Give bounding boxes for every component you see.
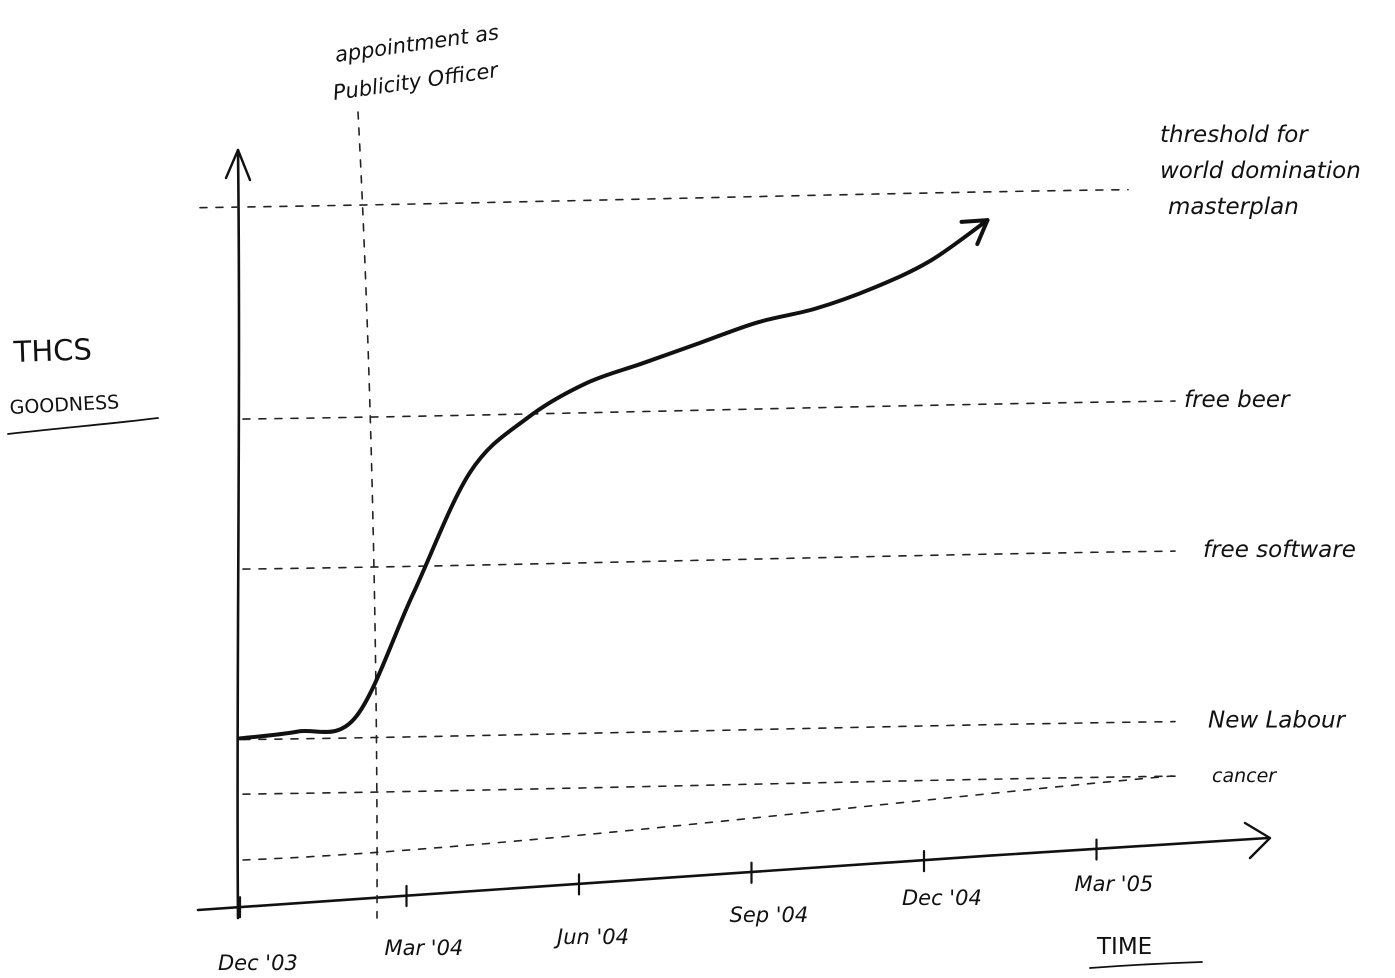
threshold-lines: cancer New Labour free software free beer th… (0, 0, 1361, 919)
curve-arrowhead (959, 218, 990, 247)
x-tick-label: Jun '04 (553, 925, 629, 949)
x-axis-ticks: Dec '03 Mar '04 Jun '04 Sep '04 Dec '04 Mar '… (218, 838, 1154, 975)
event-label-line1: appointment as (333, 20, 500, 67)
x-tick-label: Mar '04 (385, 936, 464, 960)
x-tick-label: Dec '03 (218, 951, 298, 975)
threshold-line (242, 720, 1176, 741)
threshold-label: New Labour (1208, 708, 1347, 734)
y-axis (236, 148, 241, 920)
threshold-label-line: masterplan (1168, 194, 1299, 220)
threshold-label: free beer (1184, 387, 1291, 413)
y-axis-title-underline (7, 417, 159, 435)
x-tick-label: Mar '05 (1075, 872, 1154, 896)
y-axis-arrowhead (224, 148, 252, 182)
y-axis-title-line1: THCS (12, 332, 92, 369)
threshold-line (242, 775, 1176, 795)
baseline-dashed-line (242, 775, 1173, 861)
x-axis-arrowhead (1243, 821, 1272, 860)
goodness-curve (238, 218, 990, 741)
threshold-label: threshold for world domination masterpla… (0, 0, 18, 1)
threshold-label: cancer (1212, 765, 1277, 787)
threshold-label: free software (1203, 537, 1356, 563)
threshold-line (199, 188, 1129, 209)
threshold-label-line: world domination (1160, 158, 1361, 184)
threshold-label-line: threshold for (1160, 122, 1309, 148)
x-axis (196, 836, 1270, 912)
x-tick-label: Sep '04 (730, 903, 809, 927)
x-axis-title: TIME (1096, 934, 1152, 960)
y-axis-title-line2: GOODNESS (9, 391, 120, 419)
threshold-line (242, 550, 1176, 570)
x-tick-label: Dec '04 (902, 886, 982, 910)
event-line (357, 111, 378, 919)
goodness-series (238, 218, 990, 741)
x-axis-title-underline (1089, 961, 1203, 969)
threshold-line (242, 400, 1176, 420)
event-label-line2: Publicity Officer (331, 58, 500, 105)
